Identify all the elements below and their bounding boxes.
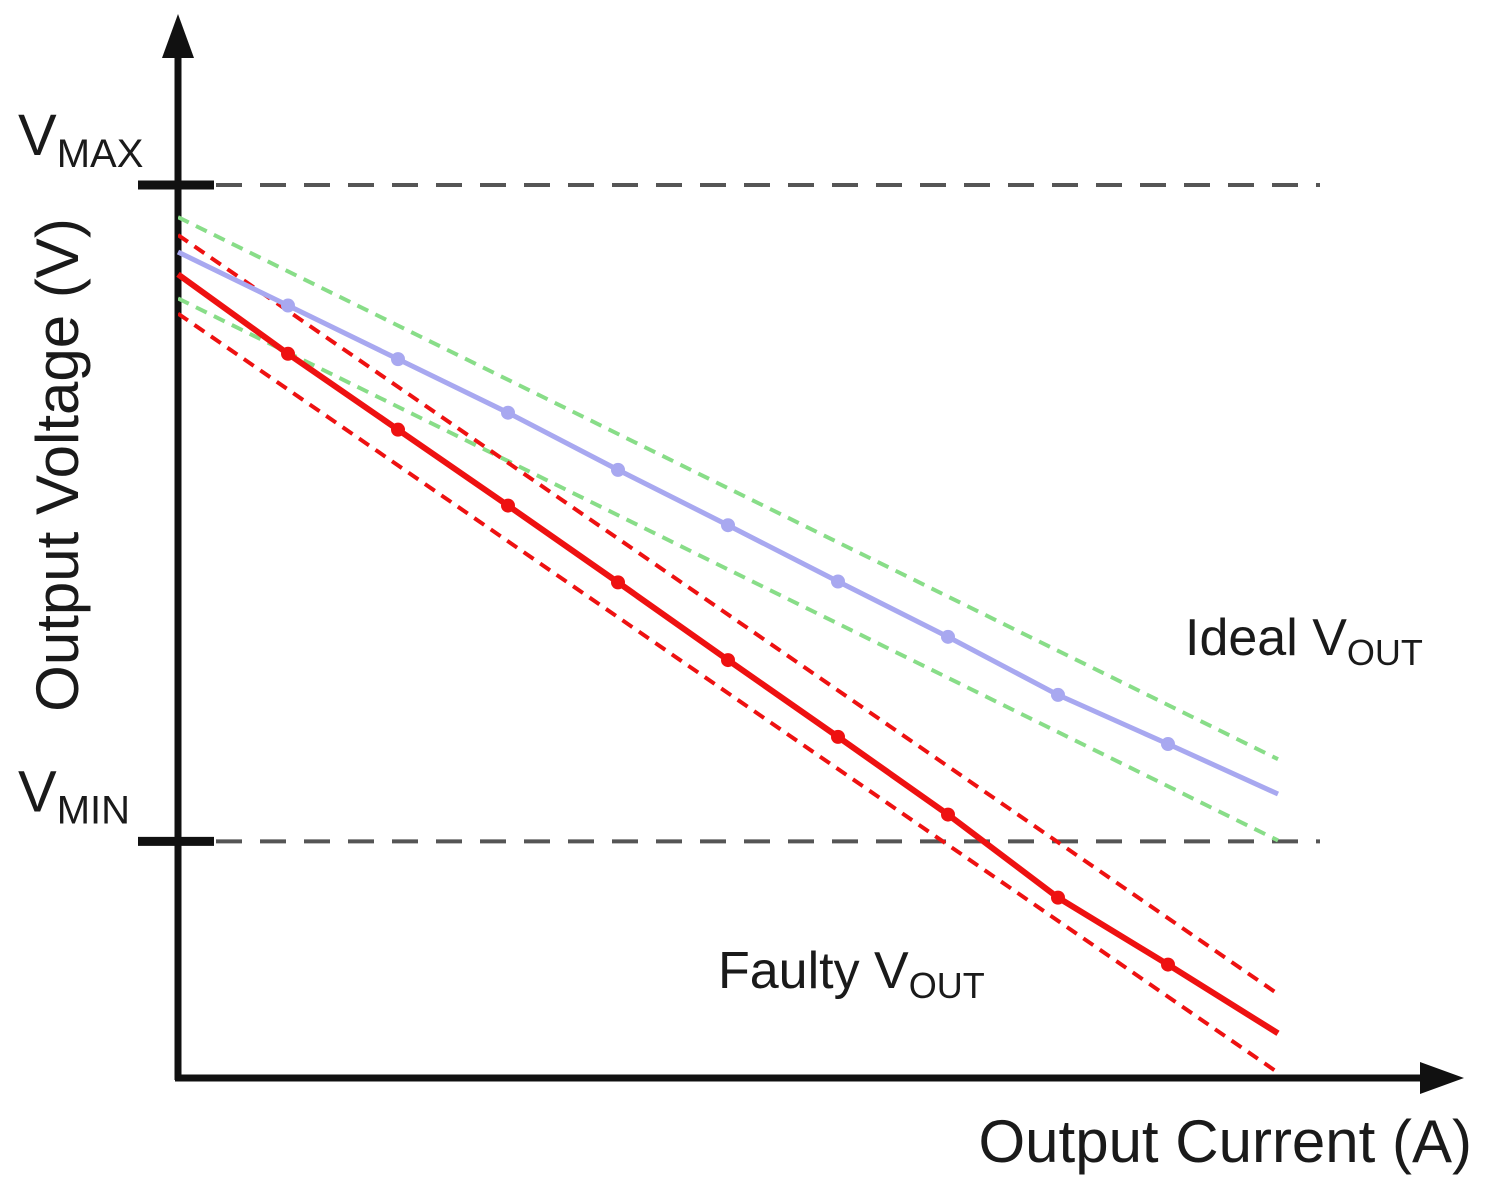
- series-1-label-base: Ideal V: [1185, 609, 1347, 667]
- level-max-label-base: V: [18, 103, 57, 168]
- series-2-point-2: [391, 422, 405, 437]
- series-1-point-4: [611, 462, 625, 477]
- series-1-band-upper: [178, 215, 1279, 761]
- level-min-label: VMIN: [18, 759, 130, 832]
- series-1-point-3: [501, 405, 515, 420]
- y-axis-arrow-icon: [162, 14, 194, 58]
- series-2-point-3: [501, 498, 515, 513]
- x-axis-title: Output Current (A): [978, 1108, 1472, 1175]
- series-2-point-4: [611, 575, 625, 590]
- level-min-label-base: V: [18, 759, 57, 824]
- level-max-label: VMAX: [18, 103, 143, 176]
- series-2-point-9: [1161, 957, 1175, 972]
- series-2-label-base: Faulty V: [718, 942, 909, 1000]
- level-max-label-sub: MAX: [57, 132, 144, 176]
- level-min-label-sub: MIN: [57, 788, 130, 832]
- series-2-label-sub: OUT: [909, 965, 985, 1006]
- series-2-point-6: [831, 729, 845, 744]
- series-2-point-7: [941, 807, 955, 822]
- series-1-point-7: [941, 629, 955, 644]
- series-1-band-lower: [178, 296, 1279, 843]
- series-1-label: Ideal VOUT: [1185, 609, 1423, 673]
- series-1-point-1: [281, 298, 295, 313]
- x-axis-arrow-icon: [1420, 1062, 1464, 1094]
- series-2-point-1: [281, 346, 295, 361]
- series-1-point-5: [721, 518, 735, 533]
- series-1-point-8: [1051, 687, 1065, 702]
- series-1-label-sub: OUT: [1347, 632, 1423, 673]
- tolerance-bands: [178, 215, 1280, 1075]
- series-2-label: Faulty VOUT: [718, 942, 985, 1006]
- series-2-band-upper: [178, 233, 1280, 996]
- series-1-point-2: [391, 352, 405, 367]
- series-1-point-9: [1161, 737, 1175, 752]
- y-axis-title: Output Voltage (V): [24, 218, 91, 712]
- series-2-point-8: [1051, 890, 1065, 905]
- series-2-band-lower: [178, 311, 1280, 1075]
- series-1-point-6: [831, 574, 845, 589]
- series-2-point-5: [721, 653, 735, 668]
